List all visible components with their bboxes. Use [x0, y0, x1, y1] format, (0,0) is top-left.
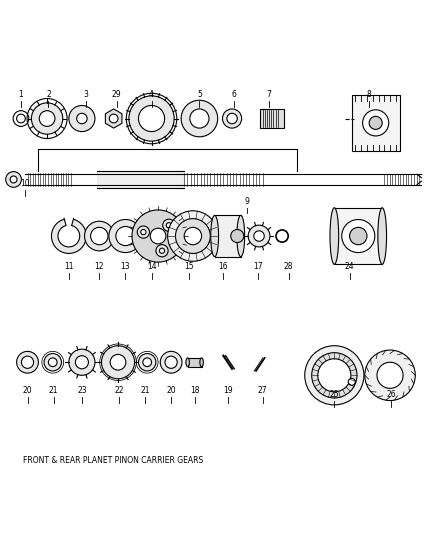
Bar — [215, 215, 241, 257]
Circle shape — [32, 103, 63, 134]
Text: 2: 2 — [46, 90, 51, 99]
Circle shape — [166, 223, 171, 228]
Text: 15: 15 — [184, 262, 193, 271]
Circle shape — [231, 230, 244, 243]
Circle shape — [348, 378, 355, 385]
Circle shape — [138, 106, 165, 132]
Circle shape — [160, 351, 182, 373]
Wedge shape — [64, 218, 74, 236]
Text: 16: 16 — [219, 262, 228, 271]
Text: 26: 26 — [386, 390, 396, 399]
Circle shape — [168, 211, 218, 261]
Circle shape — [138, 353, 156, 371]
Circle shape — [141, 230, 146, 235]
Text: 17: 17 — [253, 262, 263, 271]
Circle shape — [85, 221, 114, 251]
Text: 21: 21 — [140, 386, 150, 395]
Text: 23: 23 — [77, 386, 87, 395]
Circle shape — [163, 219, 175, 231]
Circle shape — [342, 220, 375, 253]
Text: 7: 7 — [267, 90, 272, 99]
Text: 13: 13 — [120, 262, 130, 271]
Text: 6: 6 — [232, 90, 237, 99]
Circle shape — [110, 114, 118, 123]
Text: 3: 3 — [84, 90, 88, 99]
Circle shape — [58, 225, 80, 247]
Bar — [260, 109, 284, 128]
Circle shape — [116, 227, 135, 246]
Circle shape — [21, 356, 34, 368]
Circle shape — [312, 353, 357, 398]
Bar — [352, 94, 399, 151]
Text: 10: 10 — [21, 179, 30, 188]
Text: 18: 18 — [191, 386, 200, 395]
Text: 4: 4 — [149, 90, 154, 99]
Circle shape — [109, 220, 142, 253]
Circle shape — [165, 356, 177, 368]
Ellipse shape — [237, 215, 245, 257]
Text: 22: 22 — [114, 386, 124, 395]
Circle shape — [6, 172, 21, 187]
Text: 20: 20 — [166, 386, 176, 395]
Circle shape — [377, 362, 403, 389]
Ellipse shape — [200, 358, 203, 367]
Circle shape — [176, 219, 210, 254]
Circle shape — [318, 359, 351, 392]
Text: 12: 12 — [95, 262, 104, 271]
Text: 14: 14 — [147, 262, 156, 271]
Circle shape — [227, 114, 237, 124]
Circle shape — [132, 210, 184, 262]
Circle shape — [77, 114, 87, 124]
Circle shape — [17, 351, 39, 373]
Circle shape — [69, 106, 95, 132]
Text: 9: 9 — [245, 197, 250, 206]
Circle shape — [150, 228, 166, 244]
Circle shape — [137, 226, 149, 238]
Circle shape — [110, 354, 126, 370]
Text: 8: 8 — [367, 90, 371, 99]
Text: 24: 24 — [345, 262, 354, 271]
Circle shape — [190, 109, 209, 128]
Circle shape — [156, 245, 168, 257]
Circle shape — [75, 356, 88, 369]
Circle shape — [365, 350, 415, 400]
Circle shape — [143, 358, 152, 367]
Circle shape — [159, 248, 165, 253]
Circle shape — [51, 219, 86, 254]
Ellipse shape — [186, 358, 189, 367]
Bar — [334, 208, 382, 264]
Circle shape — [350, 228, 367, 245]
Ellipse shape — [330, 208, 339, 264]
Circle shape — [363, 110, 389, 136]
Text: 21: 21 — [49, 386, 58, 395]
Ellipse shape — [378, 208, 387, 264]
Text: 28: 28 — [284, 262, 293, 271]
Circle shape — [254, 231, 264, 241]
Circle shape — [48, 358, 57, 367]
Circle shape — [369, 116, 382, 130]
Text: 19: 19 — [223, 386, 233, 395]
Circle shape — [91, 228, 108, 245]
Circle shape — [248, 225, 270, 247]
Text: 29: 29 — [112, 90, 121, 99]
Circle shape — [39, 111, 55, 126]
Circle shape — [184, 228, 201, 245]
Bar — [187, 358, 201, 367]
Ellipse shape — [211, 215, 219, 257]
Text: 25: 25 — [329, 390, 339, 399]
Text: 20: 20 — [23, 386, 32, 395]
Circle shape — [44, 353, 61, 371]
Circle shape — [129, 96, 174, 141]
Circle shape — [181, 100, 218, 137]
Circle shape — [305, 346, 364, 405]
Circle shape — [223, 109, 242, 128]
Circle shape — [69, 349, 95, 375]
Text: 5: 5 — [197, 90, 202, 99]
Text: 1: 1 — [18, 90, 23, 99]
Text: 27: 27 — [258, 386, 267, 395]
Circle shape — [10, 176, 17, 183]
Text: FRONT & REAR PLANET PINON CARRIER GEARS: FRONT & REAR PLANET PINON CARRIER GEARS — [23, 456, 203, 465]
Circle shape — [102, 346, 134, 379]
Text: 11: 11 — [64, 262, 74, 271]
